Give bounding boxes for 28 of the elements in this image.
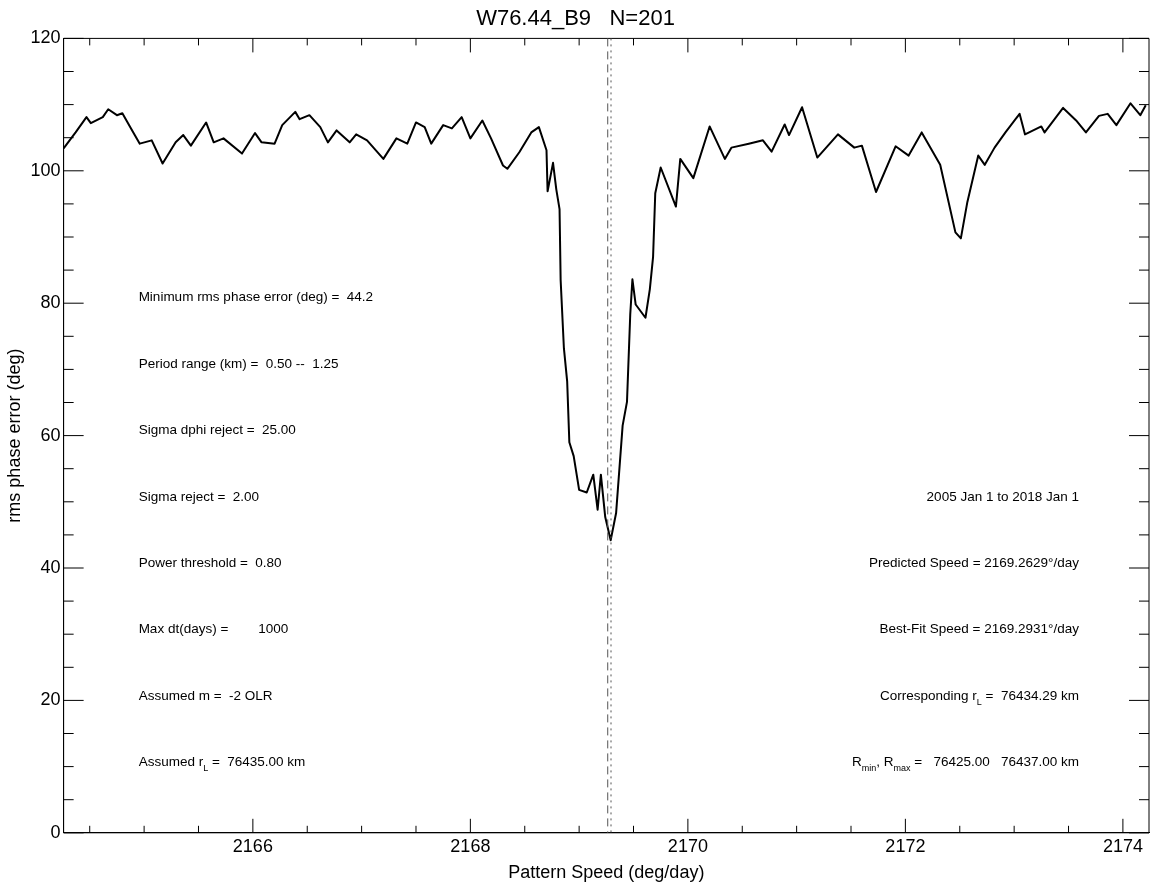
annotation: Sigma dphi reject = 25.00	[138, 422, 296, 439]
annotation: Assumed m = -2 OLR	[138, 687, 273, 704]
y-tick-label: 60	[40, 424, 61, 445]
annotation: Predicted Speed = 2169.2629°/day	[869, 555, 1079, 572]
y-tick-label: 100	[30, 159, 61, 180]
y-axis-title: rms phase error (deg)	[3, 348, 24, 523]
x-tick-label: 2168	[450, 835, 491, 856]
x-tick-label: 2172	[885, 835, 926, 856]
annotation: Max dt(days) = 1000	[138, 621, 289, 638]
annotation: Assumed r$_{L}$ = 76435.00 km	[138, 754, 306, 776]
x-axis-title: Pattern Speed (deg/day)	[508, 862, 705, 883]
y-tick-label: 40	[40, 556, 61, 577]
y-tick-label: 80	[40, 292, 61, 313]
annotation: Best-Fit Speed = 2169.2931°/day	[879, 621, 1079, 638]
annotation: Power threshold = 0.80	[138, 555, 282, 572]
x-tick-label: 2166	[232, 835, 273, 856]
annotation: 2005 Jan 1 to 2018 Jan 1	[926, 488, 1079, 505]
y-tick-label: 0	[50, 821, 61, 842]
annotation: Sigma reject = 2.00	[138, 488, 260, 505]
x-tick-label: 2174	[1102, 835, 1143, 856]
annotation: Minimum rms phase error (deg) = 44.2	[138, 289, 374, 306]
annotation: Corresponding r$_{L}$ = 76434.29 km	[879, 687, 1079, 709]
x-tick-label: 2170	[667, 835, 708, 856]
chart-title: W76.44_B9 N=201	[476, 5, 675, 31]
annotation: Period range (km) = 0.50 -- 1.25	[138, 355, 339, 372]
annotation: R$_{min}$, R$_{max}$ = 76425.00 76437.00 km	[851, 754, 1079, 776]
y-tick-label: 20	[40, 689, 61, 710]
y-tick-label: 120	[30, 27, 61, 48]
